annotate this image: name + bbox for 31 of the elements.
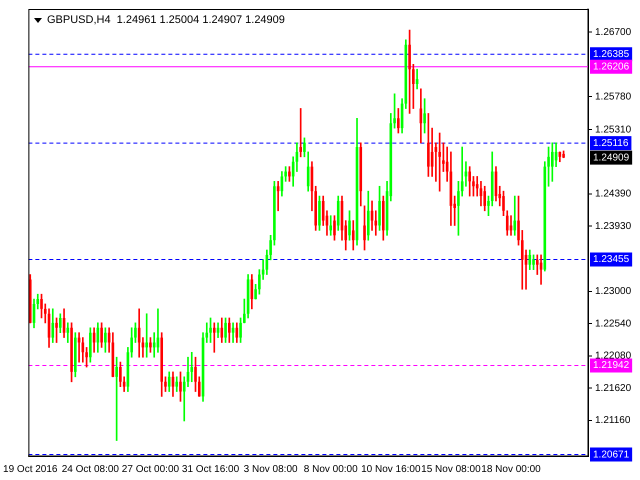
y-tick-label: 1.25310 [595,124,632,136]
ref-line-label: 1.25116 [593,138,629,149]
ref-line-label: 1.21942 [593,360,630,372]
y-tick-label: 1.22540 [595,318,632,330]
x-tick-label: 24 Oct 08:00 [62,464,120,475]
candlestick [78,332,80,362]
x-tick-label: 15 Nov 08:00 [421,464,482,475]
y-tick-label: 1.23930 [595,220,632,232]
y-tick-label: 1.22080 [595,350,632,362]
candlestick [540,254,542,285]
y-tick-label: 1.21620 [595,382,632,394]
text: 1.24909 [593,152,630,164]
x-tick-label: 10 Nov 16:00 [361,464,421,475]
y-tick-label: 1.26700 [595,26,632,38]
y-tick-label: 1.23000 [595,286,632,298]
y-tick-label: 1.21160 [595,415,631,426]
text: GBPUSD,H4 1.24961 1.25004 1.24907 1.24909 [47,14,285,26]
candlestick [55,318,58,343]
ref-line-label: 1.20671 [593,449,630,460]
x-tick-label: 31 Oct 16:00 [182,464,240,475]
ref-line-label: 1.26385 [593,48,630,60]
y-tick-label: 1.25780 [595,91,632,102]
x-tick-label: 18 Nov 00:00 [481,464,542,475]
x-tick-label: 19 Oct 2016 [3,464,58,475]
x-tick-label: 27 Oct 00:00 [122,464,180,475]
x-tick-label: 8 Nov 00:00 [304,464,358,475]
x-tick-label: 3 Nov 08:00 [244,464,298,475]
ref-line-label: 1.23455 [593,254,630,266]
candlestick [209,318,212,343]
ref-line-label: 1.26206 [593,61,630,72]
y-tick-label: 1.24390 [595,188,632,200]
